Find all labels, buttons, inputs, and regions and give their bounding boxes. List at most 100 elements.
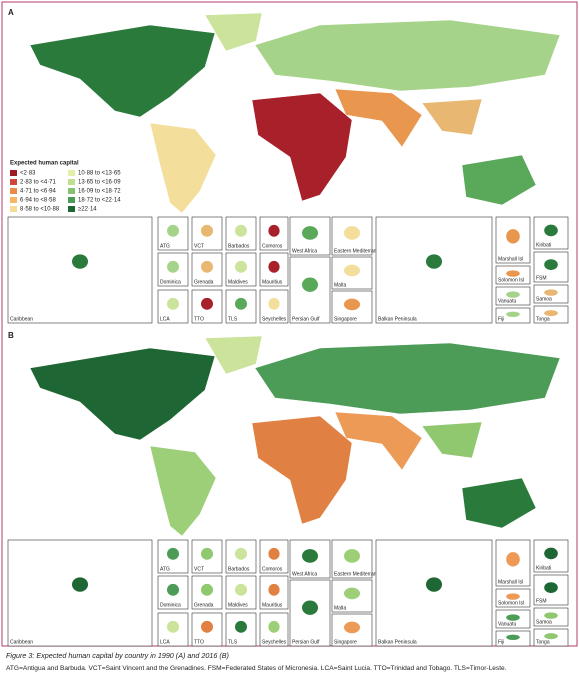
inset-label: Dominica bbox=[160, 602, 181, 608]
caption-title: Figure 3: Expected human capital by coun… bbox=[6, 651, 229, 660]
land-region bbox=[334, 411, 423, 471]
inset-box bbox=[375, 216, 493, 324]
inset-shape bbox=[235, 224, 247, 237]
inset-label: TTO bbox=[194, 639, 204, 645]
inset-shape bbox=[167, 583, 179, 596]
inset-label: TTO bbox=[194, 316, 204, 322]
inset-label: Singapore bbox=[334, 639, 357, 645]
legend-label: 6·94 to <8·58 bbox=[20, 198, 57, 204]
inset-shape bbox=[544, 547, 558, 560]
inset-shape bbox=[544, 224, 558, 237]
inset-shape bbox=[506, 593, 520, 600]
land-region bbox=[251, 92, 353, 202]
inset-label: Comoros bbox=[262, 566, 283, 572]
inset-label: FSM bbox=[536, 598, 547, 604]
inset-shape bbox=[72, 577, 88, 592]
inset-shape bbox=[426, 254, 442, 269]
land-region bbox=[254, 342, 561, 415]
inset-shape bbox=[426, 577, 442, 592]
inset-label: Tonga bbox=[536, 639, 550, 645]
land-region bbox=[254, 19, 561, 92]
inset-shape bbox=[302, 226, 318, 240]
inset-shape bbox=[235, 260, 247, 273]
inset-box bbox=[7, 539, 153, 647]
inset-shape bbox=[201, 297, 213, 310]
inset-label: LCA bbox=[160, 316, 170, 322]
inset-label: Mauritius bbox=[262, 279, 283, 285]
inset-label: Fiji bbox=[498, 316, 504, 322]
inset-shape bbox=[201, 260, 213, 273]
inset-shape bbox=[201, 224, 213, 237]
inset-shape bbox=[235, 620, 247, 633]
inset-label: Solomon Isl bbox=[498, 600, 524, 606]
inset-shape bbox=[167, 547, 179, 560]
land-region bbox=[334, 88, 423, 148]
inset-box bbox=[191, 575, 223, 610]
inset-label: Barbados bbox=[228, 243, 250, 249]
inset-shape bbox=[544, 310, 558, 317]
inset-label: Seychelles bbox=[262, 316, 287, 322]
inset-label: Grenada bbox=[194, 279, 214, 285]
inset-box bbox=[375, 539, 493, 647]
inset-label: Singapore bbox=[334, 316, 357, 322]
inset-label: Eastern Mediterranean bbox=[334, 248, 385, 254]
legend-label: <2·83 bbox=[20, 171, 36, 177]
inset-label: Fiji bbox=[498, 639, 504, 645]
inset-shape bbox=[506, 229, 520, 244]
inset-label: Samoa bbox=[536, 296, 552, 302]
inset-label: VCT bbox=[194, 243, 204, 249]
inset-box bbox=[225, 575, 257, 610]
legend-swatch bbox=[10, 188, 17, 194]
inset-shape bbox=[302, 549, 318, 563]
legend-label: 16·09 to <18·72 bbox=[78, 189, 121, 195]
inset-label: Solomon Isl bbox=[498, 277, 524, 283]
inset-shape bbox=[302, 600, 318, 615]
inset-shape bbox=[235, 547, 247, 560]
inset-shape bbox=[201, 583, 213, 596]
inset-shape bbox=[344, 264, 360, 277]
legend-label: 4·71 to <6·94 bbox=[20, 189, 57, 195]
inset-label: Balkan Peninsula bbox=[378, 639, 417, 645]
inset-shape bbox=[506, 270, 520, 277]
land-region bbox=[204, 12, 263, 52]
inset-label: Vanuatu bbox=[498, 621, 516, 627]
inset-label: Maldives bbox=[228, 602, 248, 608]
land-region bbox=[461, 154, 537, 206]
inset-shape bbox=[201, 620, 213, 633]
map-panel: A Caribbean ATG VCT Barbados Comoros West Afri… bbox=[4, 8, 575, 324]
inset-shape bbox=[344, 621, 360, 634]
inset-shape bbox=[506, 291, 520, 298]
inset-label: TLS bbox=[228, 316, 238, 322]
inset-label: Seychelles bbox=[262, 639, 287, 645]
inset-shape bbox=[167, 260, 179, 273]
inset-shape bbox=[344, 549, 360, 563]
land-region bbox=[29, 347, 216, 441]
inset-label: Balkan Peninsula bbox=[378, 316, 417, 322]
inset-shape bbox=[167, 224, 179, 237]
land-region bbox=[251, 415, 353, 525]
inset-label: Malta bbox=[334, 282, 346, 288]
inset-label: Comoros bbox=[262, 243, 283, 249]
legend-swatch bbox=[10, 179, 17, 185]
inset-label: Caribbean bbox=[10, 639, 33, 645]
inset-shape bbox=[201, 547, 213, 560]
inset-shape bbox=[268, 583, 280, 596]
inset-label: West Africa bbox=[292, 571, 317, 577]
inset-label: Maldives bbox=[228, 279, 248, 285]
figure-frame bbox=[1, 1, 578, 647]
panel-label: B bbox=[8, 331, 14, 340]
inset-shape bbox=[167, 297, 179, 310]
legend-swatch bbox=[10, 206, 17, 212]
land-region bbox=[29, 24, 216, 118]
inset-shape bbox=[344, 298, 360, 311]
inset-label: Vanuatu bbox=[498, 298, 516, 304]
inset-label: ATG bbox=[160, 566, 170, 572]
legend-swatch bbox=[10, 170, 17, 176]
inset-label: Malta bbox=[334, 605, 346, 611]
legend-swatch bbox=[68, 197, 75, 203]
legend-label: 2·83 to <4·71 bbox=[20, 180, 57, 186]
inset-shape bbox=[344, 587, 360, 600]
inset-shape bbox=[167, 620, 179, 633]
legend-swatch bbox=[68, 206, 75, 212]
inset-label: TLS bbox=[228, 639, 238, 645]
